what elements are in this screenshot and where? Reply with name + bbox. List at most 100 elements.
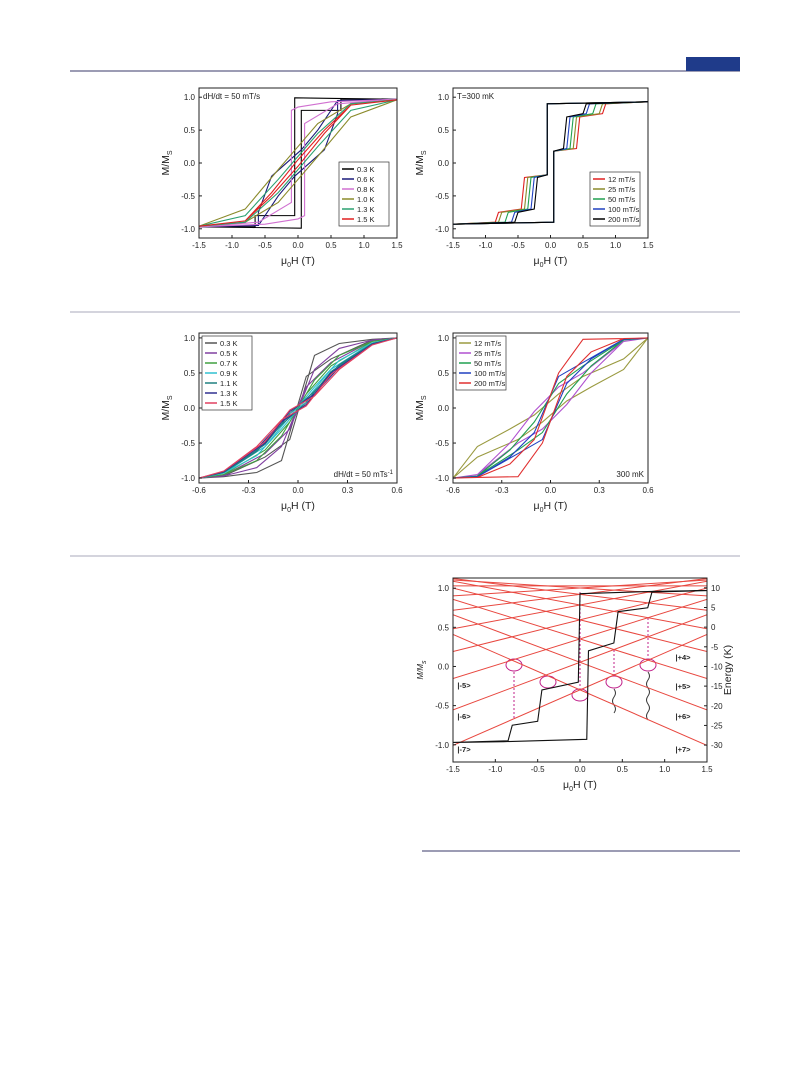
series-line [199, 99, 397, 227]
x-axis-label: μ0H (T) [281, 500, 315, 514]
x-tick-label: -0.6 [446, 486, 460, 495]
x-tick-label: 0.3 [342, 486, 354, 495]
y-axis-label-part: M/M [414, 400, 426, 420]
x-tick-label: 0.0 [545, 241, 557, 250]
x-axis-label-part: μ [563, 779, 569, 791]
y-tick-label: -0.5 [435, 192, 449, 201]
state-label: |+6> [675, 712, 691, 721]
y-tick-label: -0.5 [181, 192, 195, 201]
y2-tick-label: 0 [711, 623, 716, 632]
legend-box [201, 335, 253, 411]
x-axis-label-part: μ [281, 255, 287, 267]
plot-area [453, 337, 648, 479]
crossing-circle [639, 658, 657, 672]
relaxation-arrow [612, 688, 616, 714]
state-label: |+4> [675, 653, 691, 662]
plot-area [199, 337, 397, 479]
state-label: |+5> [675, 682, 691, 691]
crossing-circle [539, 675, 557, 689]
x-tick-label: -1.5 [192, 241, 206, 250]
y-tick-label: 1.0 [438, 93, 450, 102]
crossing-circle [571, 688, 589, 702]
y2-tick-label: -20 [711, 702, 723, 711]
x-tick-label: -1.0 [225, 241, 239, 250]
legend-label: 0.6 K [357, 175, 375, 184]
x-axis-label-part: H (T) [573, 779, 597, 791]
series-line [453, 598, 707, 680]
y2-tick-label: -25 [711, 721, 723, 730]
y-tick-label: 0.5 [438, 369, 450, 378]
x-tick-label: 1.5 [701, 765, 713, 774]
x-axis-label-part: 0 [287, 507, 291, 514]
x-tick-label: 0.3 [594, 486, 606, 495]
x-axis-label-part: 0 [540, 507, 544, 514]
y-tick-label: 0.0 [438, 159, 450, 168]
x-axis-label: μ0H (T) [534, 500, 568, 514]
series-line [199, 99, 397, 227]
y-tick-label: 1.0 [438, 334, 450, 343]
x-tick-label: 0.5 [617, 765, 629, 774]
y-tick-label: 1.0 [184, 334, 196, 343]
x-axis-label-part: 0 [540, 262, 544, 269]
y-tick-label: -1.0 [435, 741, 449, 750]
x-tick-label: 1.5 [391, 241, 403, 250]
legend-label: 100 mT/s [608, 205, 640, 214]
y-axis-label: M/MS [160, 150, 174, 175]
series-line [453, 337, 648, 479]
x-tick-label: -0.5 [511, 241, 525, 250]
y-axis-label-part: S [421, 150, 428, 155]
y2-axis-label: Energy (K) [722, 645, 734, 695]
state-label: |-5> [457, 681, 471, 690]
x-tick-label: 0.5 [325, 241, 337, 250]
series-line [199, 337, 397, 479]
y-tick-label: 0.5 [438, 623, 450, 632]
y-axis-label-part: M/M [414, 155, 426, 175]
legend-label: 0.5 K [220, 349, 238, 358]
x-axis-label-part: μ [534, 255, 540, 267]
y-tick-label: -1.0 [181, 225, 195, 234]
series-line [199, 337, 397, 479]
series-line [453, 579, 707, 597]
x-tick-label: 0.6 [642, 486, 654, 495]
state-label: |+7> [675, 745, 691, 754]
x-axis-label-part: μ [281, 500, 287, 512]
x-tick-label: 0.0 [574, 765, 586, 774]
y-tick-label: 0.0 [438, 662, 450, 671]
annotation: 300 mK [616, 470, 644, 479]
x-tick-label: 0.5 [577, 241, 589, 250]
x-axis-label-part: H (T) [291, 255, 315, 267]
y2-tick-label: 10 [711, 584, 720, 593]
y-axis-label-part: S [167, 150, 174, 155]
x-tick-label: 0.0 [545, 486, 557, 495]
annotation-part: T=300 mK [457, 92, 495, 101]
y-axis-label: M/Ms [416, 660, 428, 680]
x-axis-label: μ0H (T) [281, 255, 315, 269]
y-axis-label-part: M/M [416, 664, 425, 680]
x-axis-label-part: 0 [287, 262, 291, 269]
series-line [453, 337, 648, 479]
series-line [453, 337, 648, 479]
series-line [453, 337, 648, 479]
legend-label: 0.8 K [357, 185, 375, 194]
legend-label: 0.7 K [220, 359, 238, 368]
legend-label: 1.3 K [220, 389, 238, 398]
legend-label: 1.0 K [357, 195, 375, 204]
x-axis-label-part: μ [534, 500, 540, 512]
legend-label: 12 mT/s [608, 175, 635, 184]
y2-tick-label: -30 [711, 741, 723, 750]
legend-label: 0.3 K [357, 165, 375, 174]
x-axis-label: μ0H (T) [534, 255, 568, 269]
series-line [453, 337, 648, 479]
x-tick-label: -1.0 [479, 241, 493, 250]
y2-tick-label: -10 [711, 662, 723, 671]
annotation: dH/dt = 50 mT/s [203, 92, 260, 101]
annotation-part: 300 mK [616, 470, 644, 479]
series-line [199, 97, 397, 229]
x-tick-label: 1.0 [358, 241, 370, 250]
y-tick-label: 1.0 [184, 93, 196, 102]
series-line [199, 337, 397, 479]
y-tick-label: 0.5 [184, 126, 196, 135]
x-tick-label: -0.3 [242, 486, 256, 495]
legend-label: 1.1 K [220, 379, 238, 388]
x-axis-label-part: H (T) [291, 500, 315, 512]
